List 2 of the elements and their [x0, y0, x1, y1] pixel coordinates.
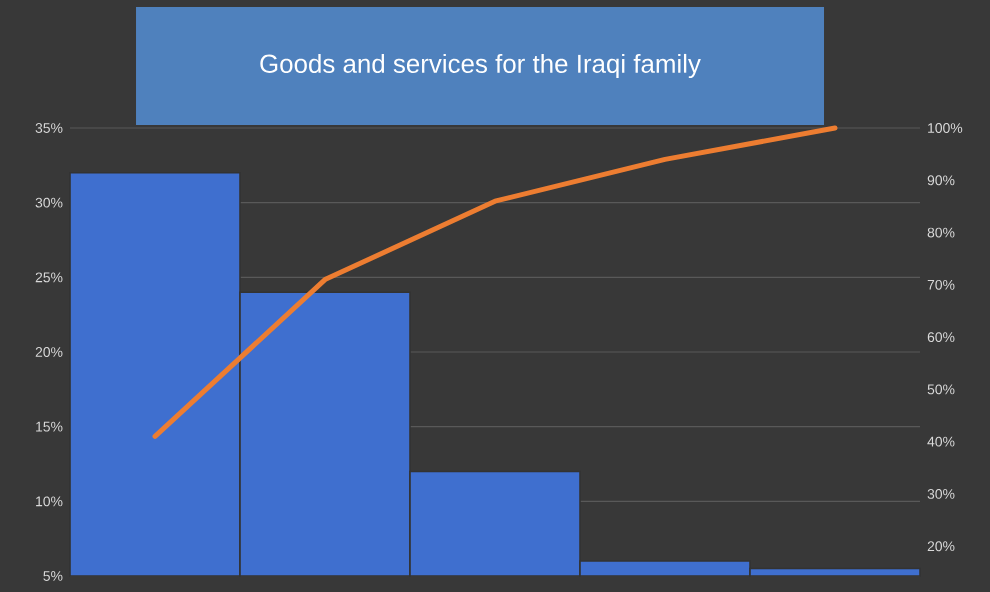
chart-title: Goods and services for the Iraqi family [260, 53, 701, 79]
line-series [152, 125, 838, 439]
